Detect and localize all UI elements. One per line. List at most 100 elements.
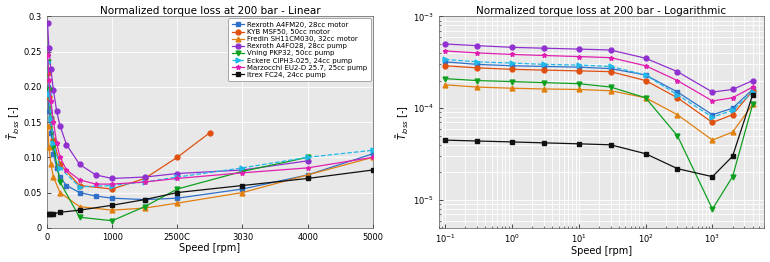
Itrex FC24, 24cc pump: [368, 168, 377, 172]
Line: Fredin SH11CM030, 32cc motor: Fredin SH11CM030, 32cc motor: [45, 123, 375, 212]
KYB MSF50, 50cc motor: [45, 96, 54, 99]
Eckere CIPH3-025, 24cc pump: [55, 166, 65, 170]
Marzocchi EU2-D 25.7, 25cc pump: [91, 183, 100, 186]
Rexroth A4FM20, 28cc motor: [91, 194, 100, 198]
Eckere CIPH3-025, 24cc pump: [140, 181, 149, 184]
Rexroth A4FO28, 28cc pump: [62, 143, 71, 146]
Title: Normalized torque loss at 200 bar - Linear: Normalized torque loss at 200 bar - Line…: [99, 6, 320, 15]
Rexroth A4FO28, 28cc pump: [43, 22, 52, 25]
Fredin SH11CM030, 32cc motor: [43, 124, 52, 127]
Fredin SH11CM030, 32cc motor: [46, 163, 55, 166]
Rexroth A4FM20, 28cc motor: [62, 184, 71, 187]
Marzocchi EU2-D 25.7, 25cc pump: [49, 121, 58, 124]
Marzocchi EU2-D 25.7, 25cc pump: [75, 178, 84, 182]
Fredin SH11CM030, 32cc motor: [75, 205, 84, 208]
Line: Rexroth A4FM20, 28cc motor: Rexroth A4FM20, 28cc motor: [45, 84, 375, 202]
KYB MSF50, 50cc motor: [55, 163, 65, 166]
Eckere CIPH3-025, 24cc pump: [45, 92, 54, 95]
Eckere CIPH3-025, 24cc pump: [172, 176, 182, 179]
Marzocchi EU2-D 25.7, 25cc pump: [45, 78, 54, 81]
KYB MSF50, 50cc motor: [49, 138, 58, 141]
Fredin SH11CM030, 32cc motor: [238, 191, 247, 194]
Eckere CIPH3-025, 24cc pump: [368, 149, 377, 152]
Vning PKP32, 50cc pump: [43, 61, 52, 64]
X-axis label: Speed [rpm]: Speed [rpm]: [571, 247, 632, 256]
Itrex FC24, 24cc pump: [43, 212, 52, 215]
Rexroth A4FM20, 28cc motor: [108, 196, 117, 200]
Vning PKP32, 50cc pump: [238, 170, 247, 173]
Itrex FC24, 24cc pump: [172, 191, 182, 194]
Rexroth A4FO28, 28cc pump: [91, 173, 100, 177]
Rexroth A4FM20, 28cc motor: [49, 152, 58, 155]
Rexroth A4FO28, 28cc pump: [46, 68, 55, 71]
Vning PKP32, 50cc pump: [49, 145, 58, 148]
Title: Normalized torque loss at 200 bar - Logarithmic: Normalized torque loss at 200 bar - Loga…: [477, 6, 727, 15]
KYB MSF50, 50cc motor: [108, 187, 117, 190]
Fredin SH11CM030, 32cc motor: [140, 206, 149, 210]
Marzocchi EU2-D 25.7, 25cc pump: [43, 53, 52, 57]
Line: KYB MSF50, 50cc motor: KYB MSF50, 50cc motor: [45, 70, 213, 192]
Vning PKP32, 50cc pump: [75, 216, 84, 219]
Rexroth A4FM20, 28cc motor: [45, 110, 54, 113]
Marzocchi EU2-D 25.7, 25cc pump: [172, 177, 182, 180]
Eckere CIPH3-025, 24cc pump: [75, 185, 84, 188]
Marzocchi EU2-D 25.7, 25cc pump: [46, 99, 55, 102]
Itrex FC24, 24cc pump: [108, 204, 117, 207]
KYB MSF50, 50cc motor: [43, 71, 52, 74]
KYB MSF50, 50cc motor: [75, 184, 84, 187]
X-axis label: Speed [rpm]: Speed [rpm]: [179, 243, 240, 253]
Rexroth A4FM20, 28cc motor: [303, 173, 313, 177]
Rexroth A4FO28, 28cc pump: [303, 159, 313, 162]
Marzocchi EU2-D 25.7, 25cc pump: [238, 171, 247, 174]
Line: Eckere CIPH3-025, 24cc pump: Eckere CIPH3-025, 24cc pump: [45, 60, 375, 189]
Fredin SH11CM030, 32cc motor: [303, 173, 313, 177]
Marzocchi EU2-D 25.7, 25cc pump: [52, 142, 62, 145]
Itrex FC24, 24cc pump: [75, 209, 84, 212]
Rexroth A4FO28, 28cc pump: [140, 176, 149, 179]
Rexroth A4FM20, 28cc motor: [140, 198, 149, 201]
Rexroth A4FO28, 28cc pump: [172, 172, 182, 175]
Fredin SH11CM030, 32cc motor: [108, 209, 117, 212]
Rexroth A4FO28, 28cc pump: [52, 110, 62, 113]
Rexroth A4FM20, 28cc motor: [172, 196, 182, 200]
Fredin SH11CM030, 32cc motor: [49, 176, 58, 179]
Eckere CIPH3-025, 24cc pump: [43, 61, 52, 64]
Rexroth A4FM20, 28cc motor: [52, 166, 62, 170]
Vning PKP32, 50cc pump: [46, 117, 55, 120]
Vning PKP32, 50cc pump: [303, 156, 313, 159]
Eckere CIPH3-025, 24cc pump: [238, 166, 247, 170]
Line: Marzocchi EU2-D 25.7, 25cc pump: Marzocchi EU2-D 25.7, 25cc pump: [45, 53, 375, 187]
Legend: Rexroth A4FM20, 28cc motor, KYB MSF50, 50cc motor, Fredin SH11CM030, 32cc motor,: Rexroth A4FM20, 28cc motor, KYB MSF50, 5…: [229, 18, 371, 81]
Itrex FC24, 24cc pump: [140, 198, 149, 201]
Eckere CIPH3-025, 24cc pump: [46, 117, 55, 120]
Itrex FC24, 24cc pump: [238, 184, 247, 187]
Line: Vning PKP32, 50cc pump: Vning PKP32, 50cc pump: [45, 60, 310, 223]
Rexroth A4FO28, 28cc pump: [238, 168, 247, 172]
Rexroth A4FO28, 28cc pump: [75, 163, 84, 166]
Vning PKP32, 50cc pump: [172, 187, 182, 190]
Eckere CIPH3-025, 24cc pump: [303, 156, 313, 159]
Eckere CIPH3-025, 24cc pump: [49, 142, 58, 145]
Rexroth A4FO28, 28cc pump: [108, 177, 117, 180]
Rexroth A4FO28, 28cc pump: [49, 89, 58, 92]
Vning PKP32, 50cc pump: [55, 181, 65, 184]
Line: Itrex FC24, 24cc pump: Itrex FC24, 24cc pump: [45, 168, 375, 216]
Rexroth A4FO28, 28cc pump: [55, 124, 65, 127]
Marzocchi EU2-D 25.7, 25cc pump: [62, 168, 71, 172]
Fredin SH11CM030, 32cc motor: [368, 156, 377, 159]
Fredin SH11CM030, 32cc motor: [45, 145, 54, 148]
Rexroth A4FM20, 28cc motor: [46, 131, 55, 134]
Rexroth A4FO28, 28cc pump: [45, 46, 54, 50]
KYB MSF50, 50cc motor: [172, 156, 182, 159]
Fredin SH11CM030, 32cc motor: [172, 201, 182, 205]
Itrex FC24, 24cc pump: [303, 177, 313, 180]
Rexroth A4FM20, 28cc motor: [75, 191, 84, 194]
Rexroth A4FM20, 28cc motor: [55, 176, 65, 179]
Y-axis label: $\tilde{T}_{loss}$ [-]: $\tilde{T}_{loss}$ [-]: [5, 105, 22, 140]
Fredin SH11CM030, 32cc motor: [55, 191, 65, 194]
Marzocchi EU2-D 25.7, 25cc pump: [368, 156, 377, 159]
Rexroth A4FM20, 28cc motor: [238, 187, 247, 190]
Rexroth A4FM20, 28cc motor: [368, 152, 377, 155]
Vning PKP32, 50cc pump: [45, 89, 54, 92]
Itrex FC24, 24cc pump: [45, 212, 54, 215]
